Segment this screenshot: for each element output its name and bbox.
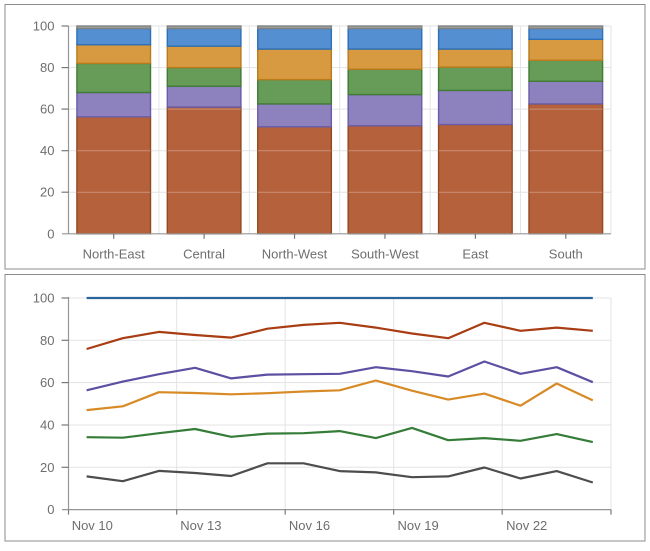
svg-text:Nov 10: Nov 10: [72, 518, 113, 533]
svg-text:20: 20: [40, 185, 54, 200]
svg-text:Central: Central: [183, 247, 225, 262]
svg-text:100: 100: [33, 291, 55, 306]
svg-text:40: 40: [40, 418, 54, 433]
svg-text:80: 80: [40, 60, 54, 75]
svg-text:Nov 19: Nov 19: [397, 518, 438, 533]
svg-text:South-West: South-West: [351, 247, 419, 262]
svg-text:20: 20: [40, 460, 54, 475]
svg-text:100: 100: [33, 19, 55, 34]
svg-text:0: 0: [47, 502, 54, 517]
svg-text:East: East: [462, 247, 488, 262]
svg-text:40: 40: [40, 143, 54, 158]
svg-text:Nov 13: Nov 13: [180, 518, 221, 533]
svg-text:Nov 16: Nov 16: [289, 518, 330, 533]
svg-text:Nov 22: Nov 22: [506, 518, 547, 533]
svg-text:South: South: [549, 247, 583, 262]
svg-text:60: 60: [40, 102, 54, 117]
svg-text:80: 80: [40, 333, 54, 348]
svg-text:0: 0: [47, 226, 54, 241]
svg-text:North-West: North-West: [262, 247, 328, 262]
svg-text:North-East: North-East: [83, 247, 146, 262]
svg-text:60: 60: [40, 375, 54, 390]
